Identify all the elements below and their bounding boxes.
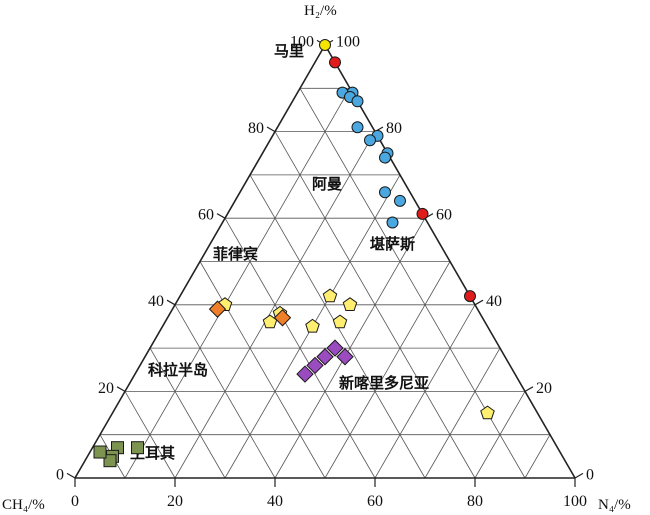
tick-label-left: 40: [148, 293, 164, 310]
data-point-oman: [379, 151, 391, 164]
grid-line-ch4: [199, 261, 326, 479]
region-label-philippines: 菲律宾: [213, 245, 258, 263]
data-point-kola: [305, 318, 320, 333]
data-point-kansas: [329, 56, 341, 69]
top-axis-title: H₂/%: [304, 3, 337, 19]
tick-label-right: 60: [436, 207, 452, 224]
data-points: [93, 39, 495, 468]
tick-label-bottom: 40: [267, 493, 283, 510]
grid-line-ch4: [149, 347, 226, 479]
tick-mark-left: [166, 299, 176, 306]
left-axis-title: CH₄/%: [2, 497, 45, 513]
tick-mark-left: [216, 213, 226, 219]
data-point-kola: [332, 314, 348, 329]
data-point-new-caledonia: [316, 348, 334, 366]
grid-lines: [99, 87, 551, 479]
tick-label-right: 40: [486, 293, 502, 310]
tick-label-bottom: 60: [367, 493, 383, 510]
data-point-kola: [480, 405, 495, 420]
tick-mark-left: [66, 472, 76, 479]
tick-mark-right: [574, 472, 584, 479]
region-label-kansas: 堪萨斯: [370, 235, 415, 253]
tick-label-bottom: 100: [563, 493, 587, 510]
data-point-oman: [351, 121, 364, 134]
data-point-oman: [364, 134, 376, 147]
data-point-philippines: [273, 309, 292, 327]
data-point-philippines: [208, 300, 227, 318]
grid-line-n4: [324, 261, 451, 479]
frame-edge-left: [74, 44, 326, 479]
data-point-oman: [351, 95, 364, 108]
data-point-turkey: [103, 454, 117, 468]
data-point-oman: [379, 186, 391, 199]
data-point-mali: [319, 39, 331, 51]
tick-label-left: 60: [198, 207, 214, 224]
data-point-oman: [394, 194, 406, 207]
tick-label-left: 20: [98, 380, 114, 397]
tick-label-left: 0: [56, 466, 64, 483]
grid-line-n4: [474, 391, 526, 479]
grid-line-ch4: [124, 391, 176, 479]
tick-label-bottom: 0: [71, 493, 79, 510]
region-label-mali: 马里: [274, 42, 304, 60]
tick-label-right: 80: [386, 120, 402, 137]
data-point-kansas: [416, 207, 429, 220]
data-point-turkey: [93, 445, 107, 459]
grid-line-n4: [374, 304, 476, 479]
region-label-oman: 阿曼: [312, 175, 342, 193]
tick-label-right: 0: [586, 466, 594, 483]
grid-line-ch4: [174, 304, 276, 479]
tick-mark-right: [524, 386, 534, 392]
region-label-new-caledonia: 新喀里多尼亚: [339, 374, 429, 392]
tick-label-left: 80: [248, 120, 264, 137]
tick-label-bottom: 20: [167, 493, 183, 510]
data-point-turkey: [131, 441, 144, 455]
data-point-new-caledonia: [296, 365, 314, 383]
right-axis-title: N₄/%: [598, 497, 631, 513]
grid-line-n4: [124, 88, 351, 479]
triangle-frame: [74, 44, 576, 479]
tick-label-left: 100: [290, 33, 314, 50]
data-point-kola: [342, 297, 358, 311]
data-point-new-caledonia: [326, 339, 344, 357]
data-point-kansas: [464, 290, 476, 303]
data-point-new-caledonia: [336, 348, 354, 366]
grid-line-ch4: [299, 88, 526, 479]
tick-mark-left: [116, 386, 126, 392]
tick-mark-left: [266, 126, 276, 133]
tick-label-right: 20: [536, 380, 552, 397]
data-point-new-caledonia: [306, 356, 324, 375]
grid-line-n4: [424, 347, 501, 479]
tick-label-bottom: 80: [467, 493, 483, 510]
data-point-oman: [386, 216, 399, 229]
tick-label-right: 100: [336, 33, 360, 50]
region-label-kola: 科拉半岛: [148, 361, 208, 379]
data-point-kola: [322, 288, 338, 303]
tick-mark-right: [474, 299, 484, 306]
grid-line-n4: [524, 434, 551, 479]
frame-edge-right: [324, 44, 576, 479]
